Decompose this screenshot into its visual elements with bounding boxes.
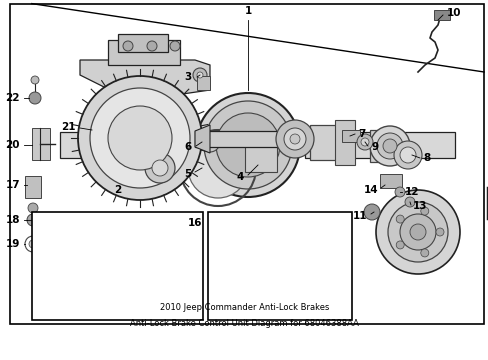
Bar (25, 176, 41, 198)
Circle shape (123, 41, 133, 51)
Circle shape (28, 203, 38, 213)
Text: 12: 12 (404, 187, 419, 197)
Text: 18: 18 (5, 215, 20, 225)
Text: 21: 21 (61, 122, 76, 132)
Bar (379, 174, 401, 188)
Text: 4: 4 (236, 172, 244, 182)
Circle shape (404, 197, 414, 207)
Circle shape (170, 41, 180, 51)
Circle shape (134, 147, 162, 175)
Circle shape (203, 101, 291, 189)
Text: 8: 8 (422, 153, 429, 163)
Circle shape (387, 202, 447, 262)
Circle shape (141, 154, 155, 168)
Text: 3: 3 (184, 72, 192, 82)
Circle shape (420, 249, 428, 257)
Circle shape (147, 41, 157, 51)
Text: 9: 9 (370, 142, 377, 152)
Bar (90, 115, 132, 145)
Bar (32, 212, 203, 320)
Circle shape (356, 134, 372, 150)
Bar (244, 144, 276, 172)
Circle shape (90, 88, 190, 188)
Circle shape (152, 160, 168, 176)
Text: Anti-Lock Brake Control Unit Diagram for 68046388AA: Anti-Lock Brake Control Unit Diagram for… (130, 320, 358, 328)
Circle shape (420, 207, 428, 215)
Text: 2010 Jeep Commander Anti-Lock Brakes: 2010 Jeep Commander Anti-Lock Brakes (160, 303, 328, 312)
Text: 10: 10 (446, 8, 461, 18)
Bar (195, 131, 309, 147)
Circle shape (363, 204, 379, 220)
Text: 19: 19 (6, 239, 20, 249)
Circle shape (101, 120, 121, 140)
Bar (369, 130, 401, 162)
Bar (334, 120, 354, 165)
Bar (197, 76, 209, 90)
Text: 17: 17 (5, 180, 20, 190)
Text: 5: 5 (183, 169, 191, 179)
FancyBboxPatch shape (32, 128, 50, 160)
Circle shape (106, 125, 116, 135)
Bar (10, 4, 483, 324)
Text: 1: 1 (244, 6, 251, 16)
Text: 2: 2 (114, 185, 122, 195)
Bar (341, 130, 359, 142)
Text: 14: 14 (363, 185, 377, 195)
Circle shape (200, 132, 220, 152)
Circle shape (216, 113, 280, 177)
Polygon shape (195, 125, 209, 153)
Text: 16: 16 (187, 218, 202, 228)
Text: 13: 13 (412, 201, 427, 211)
Circle shape (289, 134, 299, 144)
Circle shape (382, 139, 396, 153)
Circle shape (375, 190, 459, 274)
Bar (305, 132, 454, 158)
Bar (118, 34, 168, 52)
Text: 7: 7 (357, 129, 365, 139)
Circle shape (399, 147, 415, 163)
Circle shape (395, 215, 404, 223)
Bar (108, 40, 180, 65)
Circle shape (435, 228, 443, 236)
Text: 11: 11 (352, 211, 366, 221)
Circle shape (394, 187, 404, 197)
Circle shape (393, 141, 421, 169)
Circle shape (204, 137, 215, 147)
Circle shape (108, 106, 172, 170)
Circle shape (376, 133, 402, 159)
Circle shape (31, 76, 39, 84)
Bar (60, 132, 195, 158)
Circle shape (409, 224, 425, 240)
Text: 6: 6 (184, 142, 192, 152)
Circle shape (196, 93, 299, 197)
Circle shape (284, 128, 305, 150)
Text: 22: 22 (5, 93, 20, 103)
Circle shape (27, 214, 39, 226)
Circle shape (187, 138, 247, 198)
Circle shape (78, 76, 202, 200)
Bar (433, 10, 449, 20)
Circle shape (395, 241, 404, 249)
Circle shape (145, 153, 175, 183)
Circle shape (197, 72, 203, 78)
Circle shape (369, 126, 409, 166)
Circle shape (275, 120, 313, 158)
Circle shape (360, 138, 368, 146)
Bar (309, 125, 339, 160)
Circle shape (29, 92, 41, 104)
Circle shape (29, 240, 37, 248)
Bar (122, 140, 174, 182)
Text: 20: 20 (5, 140, 20, 150)
Circle shape (399, 214, 435, 250)
Circle shape (193, 68, 206, 82)
Polygon shape (80, 60, 209, 98)
Bar (207, 212, 351, 320)
